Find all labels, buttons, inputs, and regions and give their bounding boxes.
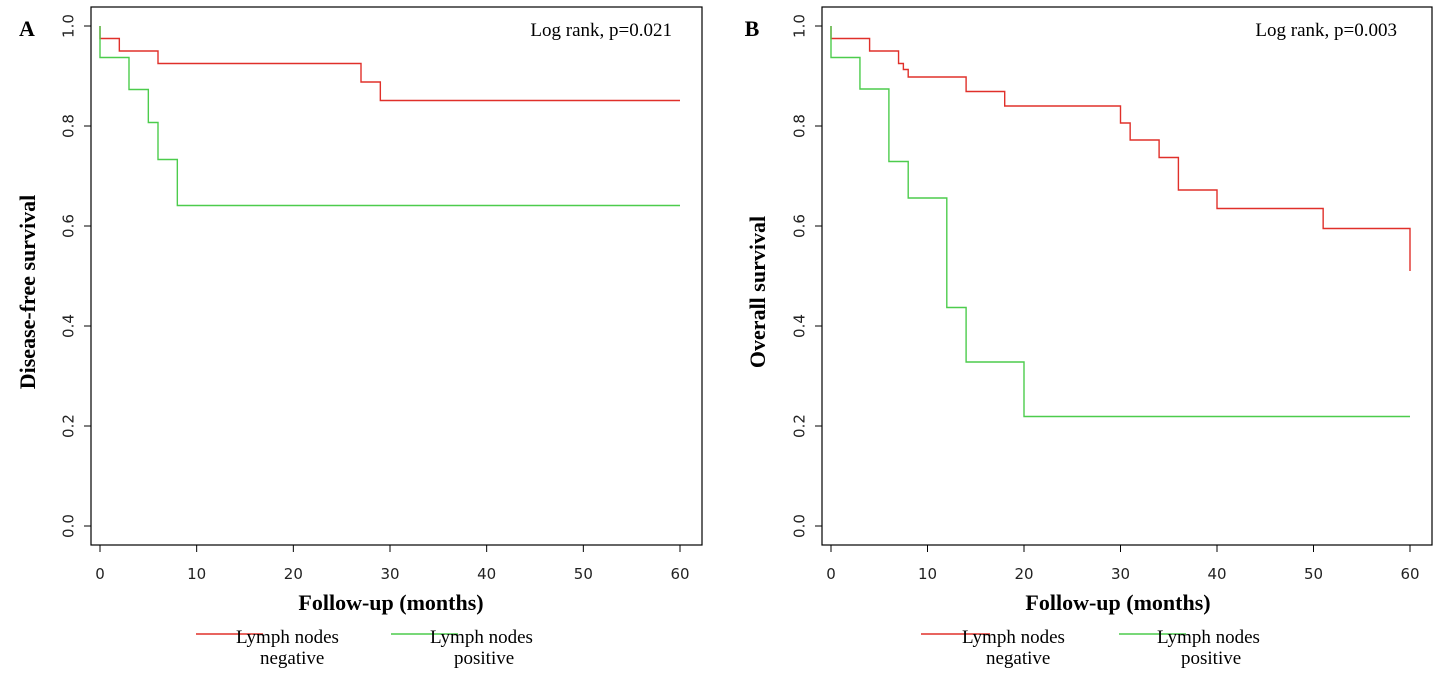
curve-lymph-nodes-negative — [830, 26, 1411, 271]
y-tick-label: 0.2 — [791, 414, 809, 438]
panel-b: 0.0 0.2 0.4 0.6 0.8 1.0 0 10 20 30 40 50 60 B Log rank… — [745, 6, 1433, 669]
x-tick-label: 10 — [918, 565, 937, 583]
y-tick-label: 1.0 — [60, 14, 78, 38]
y-tick-label: 0.4 — [791, 314, 809, 338]
legend-label-lymph-nodes-negative: Lymph nodes — [236, 627, 339, 648]
y-tick-label: 0.0 — [791, 514, 809, 538]
x-axis-title: Follow-up (months) — [298, 590, 483, 615]
x-tick-label: 30 — [1111, 565, 1130, 583]
x-tick-label: 50 — [574, 565, 593, 583]
legend-label-lymph-nodes-negative-line2: negative — [260, 648, 324, 669]
plot-frame — [821, 6, 1433, 546]
panel-a: 0.0 0.2 0.4 0.6 0.8 1.0 0 10 20 30 40 50 60 A Log rank… — [15, 6, 703, 669]
x-tick-label: 60 — [670, 565, 689, 583]
x-axis-title: Follow-up (months) — [1025, 590, 1210, 615]
y-axis-title: Overall survival — [745, 216, 770, 368]
legend-label-lymph-nodes-positive-line2: positive — [1181, 648, 1241, 669]
x-tick-label: 20 — [284, 565, 303, 583]
curve-lymph-nodes-negative — [99, 26, 680, 102]
x-tick-label: 20 — [1014, 565, 1033, 583]
y-tick-label: 0.6 — [791, 214, 809, 238]
legend-label-lymph-nodes-negative-line2: negative — [986, 648, 1050, 669]
y-tick-label: 0.8 — [791, 114, 809, 138]
y-axis-title: Disease-free survival — [15, 195, 40, 390]
x-tick-label: 60 — [1400, 565, 1419, 583]
y-tick-label: 1.0 — [791, 14, 809, 38]
legend-label-lymph-nodes-positive: Lymph nodes — [430, 627, 533, 648]
y-tick-label: 0.4 — [60, 314, 78, 338]
curve-lymph-nodes-positive — [99, 26, 680, 207]
x-tick-label: 10 — [187, 565, 206, 583]
y-tick-label: 0.0 — [60, 514, 78, 538]
panel-letter: B — [745, 16, 760, 41]
log-rank-annotation: Log rank, p=0.021 — [530, 20, 672, 41]
x-tick-label: 0 — [95, 565, 105, 583]
y-tick-label: 0.8 — [60, 114, 78, 138]
panel-letter: A — [19, 16, 35, 41]
x-tick-label: 0 — [826, 565, 836, 583]
y-tick-label: 0.6 — [60, 214, 78, 238]
log-rank-annotation: Log rank, p=0.003 — [1255, 20, 1397, 41]
x-tick-label: 30 — [380, 565, 399, 583]
x-tick-label: 50 — [1304, 565, 1323, 583]
curve-lymph-nodes-positive — [830, 26, 1410, 418]
legend-label-lymph-nodes-positive-line2: positive — [454, 648, 514, 669]
legend-label-lymph-nodes-positive: Lymph nodes — [1157, 627, 1260, 648]
plot-frame — [90, 6, 703, 546]
legend-label-lymph-nodes-negative: Lymph nodes — [962, 627, 1065, 648]
x-tick-label: 40 — [477, 565, 496, 583]
y-tick-label: 0.2 — [60, 414, 78, 438]
x-tick-label: 40 — [1207, 565, 1226, 583]
